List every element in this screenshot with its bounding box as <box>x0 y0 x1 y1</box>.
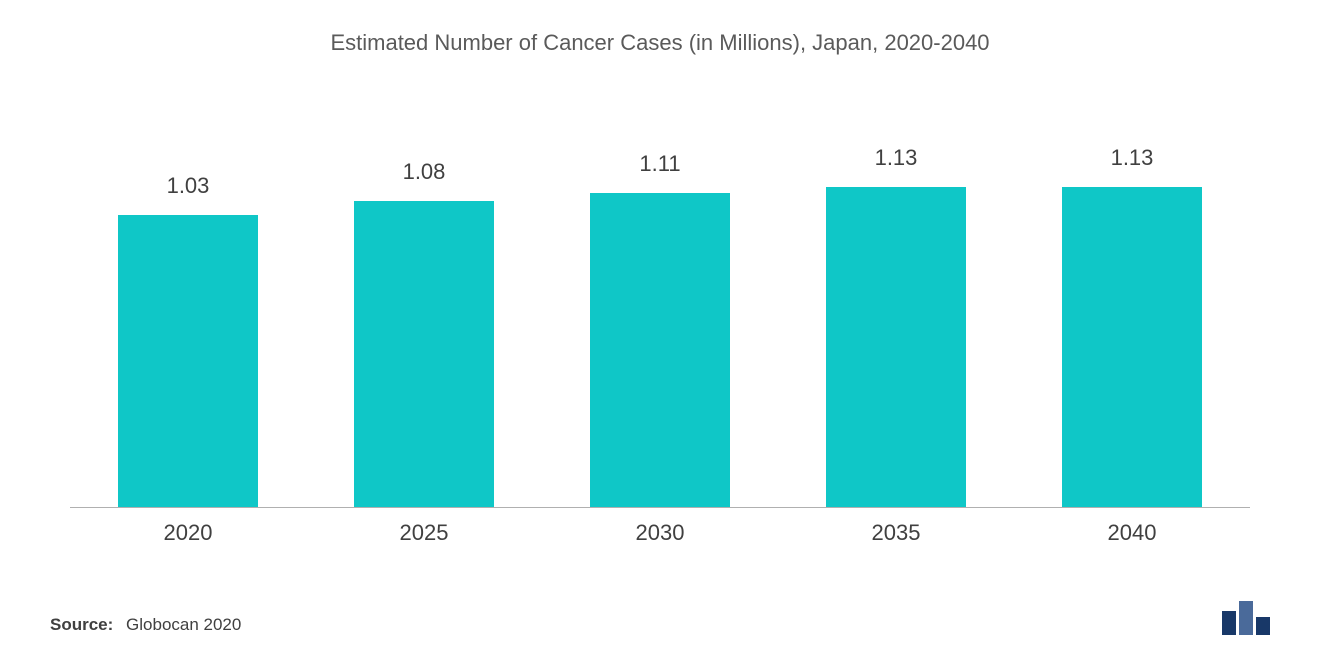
chart-footer: Source: Globocan 2020 <box>50 601 1270 635</box>
bar-value-label: 1.13 <box>875 145 918 171</box>
chart-container: Estimated Number of Cancer Cases (in Mil… <box>0 0 1320 665</box>
source-label: Source: <box>50 615 113 634</box>
brand-logo-icon <box>1222 601 1270 635</box>
bar-group: 1.13 <box>778 106 1014 507</box>
bar <box>1062 187 1202 507</box>
bar <box>590 193 730 508</box>
chart-title: Estimated Number of Cancer Cases (in Mil… <box>50 30 1270 56</box>
source-text: Source: Globocan 2020 <box>50 615 241 635</box>
bar-group: 1.11 <box>542 106 778 507</box>
logo-bar-icon <box>1222 611 1236 635</box>
bars-region: 1.03 1.08 1.11 1.13 1.13 <box>50 106 1270 507</box>
bar-group: 1.03 <box>70 106 306 507</box>
bar <box>826 187 966 507</box>
x-axis-label: 2020 <box>70 520 306 546</box>
bar-value-label: 1.11 <box>639 151 680 177</box>
x-axis-labels: 2020 2025 2030 2035 2040 <box>50 508 1270 546</box>
bar <box>354 201 494 507</box>
bar-value-label: 1.13 <box>1111 145 1154 171</box>
bar-group: 1.13 <box>1014 106 1250 507</box>
bar-value-label: 1.03 <box>167 173 210 199</box>
x-axis-label: 2025 <box>306 520 542 546</box>
bar-group: 1.08 <box>306 106 542 507</box>
x-axis-label: 2040 <box>1014 520 1250 546</box>
x-axis-label: 2035 <box>778 520 1014 546</box>
source-value: Globocan 2020 <box>126 615 241 634</box>
logo-bar-icon <box>1239 601 1253 635</box>
bar <box>118 215 258 507</box>
chart-area: 1.03 1.08 1.11 1.13 1.13 2020 202 <box>50 106 1270 546</box>
bar-value-label: 1.08 <box>403 159 446 185</box>
logo-bar-icon <box>1256 617 1270 635</box>
x-axis-label: 2030 <box>542 520 778 546</box>
